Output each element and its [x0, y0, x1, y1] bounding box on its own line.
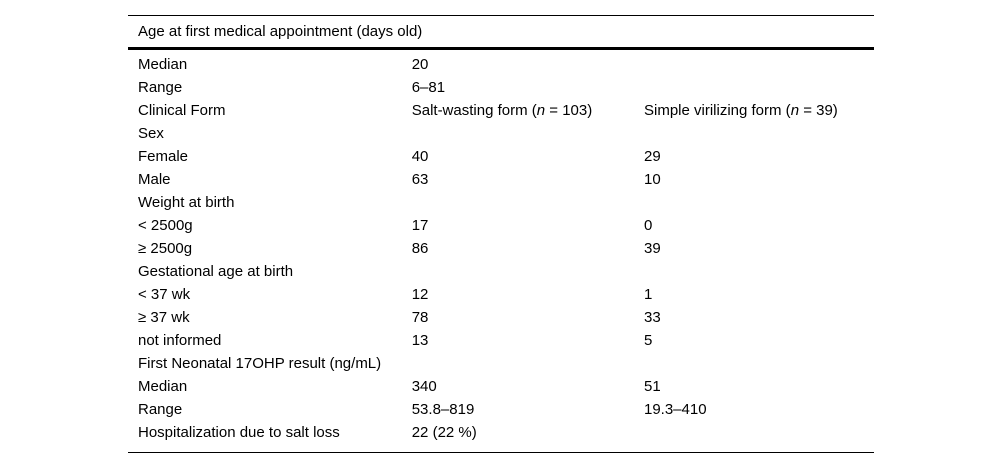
patient-characteristics-table: Age at first medical appointment (days o… — [128, 15, 874, 453]
salt-wasting-value: 22 (22 %) — [411, 424, 477, 441]
table-row-ga-not-informed: not informed 13 5 — [128, 329, 874, 352]
salt-wasting-value: 63 — [411, 171, 429, 188]
section-label: Sex — [138, 125, 164, 142]
section-label: First Neonatal 17OHP result (ng/mL) — [138, 355, 382, 372]
salt-wasting-label-suffix: = 103) — [545, 102, 593, 119]
salt-wasting-value: 78 — [411, 309, 429, 326]
table-row-sex: Sex — [128, 122, 874, 145]
simple-virilizing-value: 33 — [643, 309, 661, 326]
simple-virilizing-value — [634, 421, 874, 453]
table-row-hospitalization: Hospitalization due to salt loss 22 (22 … — [128, 421, 874, 453]
row-label: ≥ 37 wk — [138, 309, 190, 326]
table-header: Age at first medical appointment (days o… — [128, 15, 874, 50]
simple-virilizing-value — [634, 260, 874, 283]
salt-wasting-value: 13 — [411, 332, 429, 349]
italic-n: n — [790, 102, 800, 119]
table-title: Age at first medical appointment (days o… — [128, 15, 874, 50]
row-label: Male — [138, 171, 171, 188]
simple-virilizing-value: 29 — [643, 148, 661, 165]
simple-virilizing-value: 5 — [643, 332, 653, 349]
table-row-age-range: Range 6–81 — [128, 76, 874, 99]
simple-virilizing-value: 0 — [643, 217, 653, 234]
salt-wasting-value: 17 — [411, 217, 429, 234]
table-body: Median 20 Range 6–81 Clinical Form Salt-… — [128, 49, 874, 453]
row-label: Median — [138, 378, 188, 395]
simple-virilizing-label-suffix: = 39) — [799, 102, 838, 119]
salt-wasting-column-header: Salt-wasting form (n = 103) — [402, 99, 634, 122]
table-row-gestational: Gestational age at birth — [128, 260, 874, 283]
simple-virilizing-value: 10 — [643, 171, 661, 188]
data-table: Age at first medical appointment (days o… — [128, 15, 874, 453]
salt-wasting-value: 53.8–819 — [411, 401, 475, 418]
salt-wasting-value: 340 — [411, 378, 437, 395]
table-header-row: Age at first medical appointment (days o… — [128, 15, 874, 50]
salt-wasting-value: 40 — [411, 148, 429, 165]
simple-virilizing-column-header: Simple virilizing form (n = 39) — [634, 99, 874, 122]
table-row-17ohp: First Neonatal 17OHP result (ng/mL) — [128, 352, 874, 375]
row-label: Female — [138, 148, 189, 165]
table-row-weight-lt2500: < 2500g 17 0 — [128, 214, 874, 237]
table-row-clinical-form: Clinical Form Salt-wasting form (n = 103… — [128, 99, 874, 122]
section-label: Weight at birth — [138, 194, 235, 211]
simple-virilizing-value: 39 — [643, 240, 661, 257]
simple-virilizing-value — [634, 352, 874, 375]
simple-virilizing-value: 1 — [643, 286, 653, 303]
row-label: < 37 wk — [138, 286, 191, 303]
row-label: Range — [138, 401, 183, 418]
salt-wasting-value — [402, 191, 634, 214]
simple-virilizing-value — [634, 191, 874, 214]
row-label: < 2500g — [138, 217, 193, 234]
table-row-weight: Weight at birth — [128, 191, 874, 214]
simple-virilizing-value — [634, 122, 874, 145]
simple-virilizing-value: 19.3–410 — [643, 401, 707, 418]
row-label: Hospitalization due to salt loss — [138, 424, 340, 441]
row-label: not informed — [138, 332, 222, 349]
table-row-male: Male 63 10 — [128, 168, 874, 191]
salt-wasting-value: 12 — [411, 286, 429, 303]
italic-n: n — [536, 102, 546, 119]
table-row-weight-ge2500: ≥ 2500g 86 39 — [128, 237, 874, 260]
simple-virilizing-value — [634, 49, 874, 77]
row-label: Clinical Form — [138, 102, 226, 119]
row-label: ≥ 2500g — [138, 240, 193, 257]
table-row-17ohp-median: Median 340 51 — [128, 375, 874, 398]
salt-wasting-value — [402, 260, 634, 283]
salt-wasting-value: 20 — [411, 56, 429, 73]
table-row-ga-ge37: ≥ 37 wk 78 33 — [128, 306, 874, 329]
table-row-17ohp-range: Range 53.8–819 19.3–410 — [128, 398, 874, 421]
salt-wasting-value — [402, 352, 634, 375]
salt-wasting-value — [402, 122, 634, 145]
table-row-age-median: Median 20 — [128, 49, 874, 77]
simple-virilizing-value: 51 — [643, 378, 661, 395]
table-row-ga-lt37: < 37 wk 12 1 — [128, 283, 874, 306]
row-label: Median — [138, 56, 188, 73]
salt-wasting-value: 6–81 — [411, 79, 446, 96]
table-row-female: Female 40 29 — [128, 145, 874, 168]
row-label: Range — [138, 79, 183, 96]
section-label: Gestational age at birth — [138, 263, 294, 280]
salt-wasting-value: 86 — [411, 240, 429, 257]
simple-virilizing-label-prefix: Simple virilizing form ( — [643, 102, 791, 119]
salt-wasting-label-prefix: Salt-wasting form ( — [411, 102, 537, 119]
simple-virilizing-value — [634, 76, 874, 99]
